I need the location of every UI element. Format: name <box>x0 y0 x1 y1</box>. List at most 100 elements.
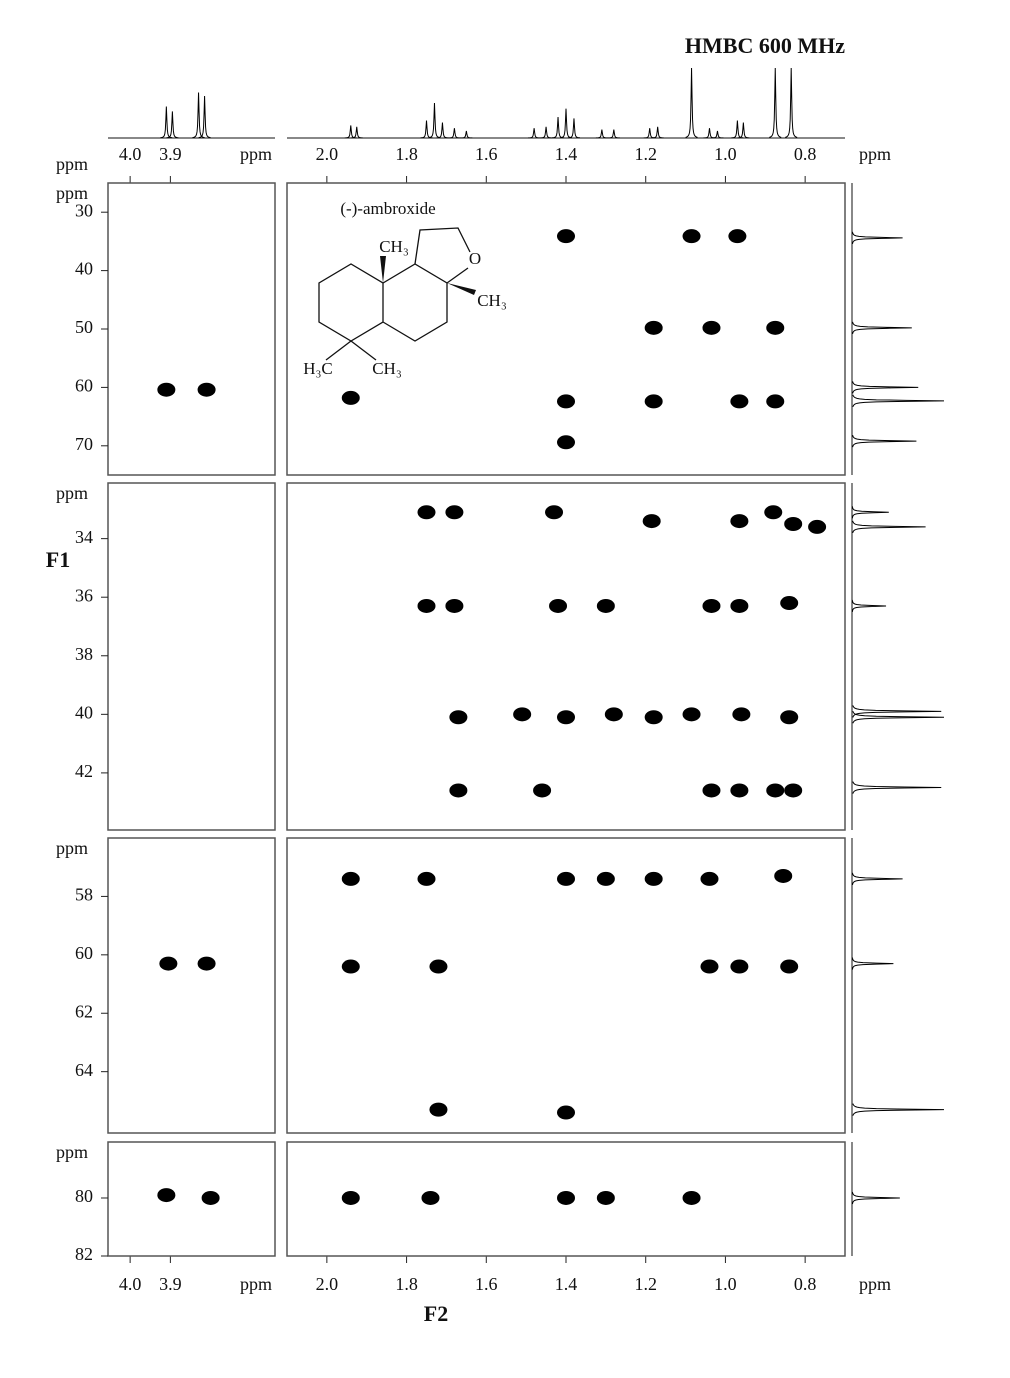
carbon-peak <box>851 506 889 519</box>
atom-label: H₃C <box>303 359 333 378</box>
cross-peak <box>596 871 615 886</box>
x-tick-label: 1.6 <box>475 144 498 164</box>
cross-peak <box>784 783 803 798</box>
proton-peak <box>737 122 750 139</box>
cross-peak <box>341 1190 360 1205</box>
cross-peak <box>644 871 663 886</box>
carbon-peak <box>852 1103 945 1116</box>
proton-peak <box>643 128 656 139</box>
y-tick-label: 82 <box>75 1244 93 1264</box>
cross-peak <box>774 868 793 883</box>
y-tick-label: 34 <box>75 527 93 547</box>
carbon-peak <box>851 1191 900 1205</box>
cross-peak <box>557 871 575 886</box>
x-tick-label: 0.8 <box>794 1274 817 1294</box>
cross-peak <box>730 514 749 529</box>
cross-peak <box>157 382 176 397</box>
cross-peak <box>557 1105 575 1120</box>
proton-peak <box>198 95 211 139</box>
x-tick-label: 1.8 <box>395 1274 418 1294</box>
atom-label: CH₃ <box>477 291 507 310</box>
cross-peak <box>549 598 568 613</box>
panel-frame <box>286 182 846 476</box>
cross-peak <box>417 505 436 520</box>
unit-label: ppm <box>240 144 272 164</box>
proton-peak <box>731 120 744 139</box>
cross-peak <box>429 1102 448 1117</box>
cross-peak <box>557 394 575 409</box>
proton-peak <box>540 126 553 139</box>
carbon-peak <box>852 705 942 718</box>
x-tick-label: 1.4 <box>555 144 578 164</box>
y-tick-label: 62 <box>75 1001 93 1021</box>
cross-peak <box>157 1188 176 1203</box>
x-tick-label: 1.0 <box>714 144 737 164</box>
cross-peak <box>730 959 749 974</box>
y-tick-label: 38 <box>75 644 93 664</box>
cross-peak <box>341 959 360 974</box>
y-tick-label: 60 <box>75 376 93 396</box>
x-tick-label: 0.8 <box>794 144 817 164</box>
proton-peak <box>769 67 782 138</box>
x-tick-label: 3.9 <box>159 1274 182 1294</box>
y-tick-label: 40 <box>75 702 93 722</box>
y-tick-label: 40 <box>75 259 93 279</box>
cross-peak <box>766 783 785 798</box>
bond <box>350 340 377 361</box>
cross-peak <box>197 382 216 397</box>
x-tick-label: 1.4 <box>555 1274 578 1294</box>
proton-peak <box>551 116 565 139</box>
proton-peak <box>460 130 473 139</box>
cross-peak <box>766 394 785 409</box>
x-tick-label: 1.2 <box>634 1274 657 1294</box>
ring-bonds <box>414 227 471 265</box>
unit-label: ppm <box>56 1142 88 1162</box>
cross-peak <box>513 707 532 722</box>
cross-peak <box>732 707 751 722</box>
y-tick-label: 30 <box>75 200 93 220</box>
cross-peak <box>449 783 468 798</box>
carbon-peak <box>851 599 887 613</box>
carbon-peak <box>852 711 945 724</box>
carbon-peak <box>852 781 942 794</box>
cross-peak <box>557 1190 575 1205</box>
x-tick-label: 1.0 <box>714 1274 737 1294</box>
proton-peak <box>448 128 461 139</box>
cross-peak <box>644 394 663 409</box>
unit-label: ppm <box>56 483 88 503</box>
carbon-peak <box>852 321 912 334</box>
cross-peak <box>545 505 564 520</box>
cross-peak <box>417 598 436 613</box>
bond <box>446 267 469 284</box>
cross-peak <box>421 1190 440 1205</box>
ring-bonds <box>318 263 448 342</box>
compound-name: (-)-ambroxide <box>340 199 435 218</box>
panel-frame <box>286 482 846 831</box>
cross-peak <box>808 519 827 534</box>
proton-peak <box>651 126 664 139</box>
proton-peak <box>711 130 724 139</box>
cross-peak <box>682 707 701 722</box>
cross-peak <box>557 710 575 725</box>
atom-label: O <box>469 249 481 268</box>
carbon-peak <box>852 520 926 534</box>
x-axis-label: F2 <box>424 1301 448 1326</box>
cross-peak <box>644 320 663 335</box>
cross-peak <box>445 505 464 520</box>
x-tick-label: 2.0 <box>316 1274 339 1294</box>
x-tick-label: 4.0 <box>119 144 142 164</box>
carbon-peak <box>852 435 917 448</box>
y-tick-label: 50 <box>75 317 93 337</box>
chart-title: HMBC 600 MHz <box>685 33 845 58</box>
wedge-bond <box>447 283 476 295</box>
proton-peak <box>685 67 698 138</box>
structure: (-)-ambroxide CH₃ O CH₃ H₃C CH₃ <box>303 199 507 378</box>
cross-peak <box>700 959 719 974</box>
proton-peak <box>567 118 581 139</box>
unit-label: ppm <box>240 1274 272 1294</box>
proton-peak <box>344 125 357 139</box>
proton-peak <box>703 128 716 139</box>
cross-peak <box>197 956 216 971</box>
wedge-bond <box>380 256 386 283</box>
